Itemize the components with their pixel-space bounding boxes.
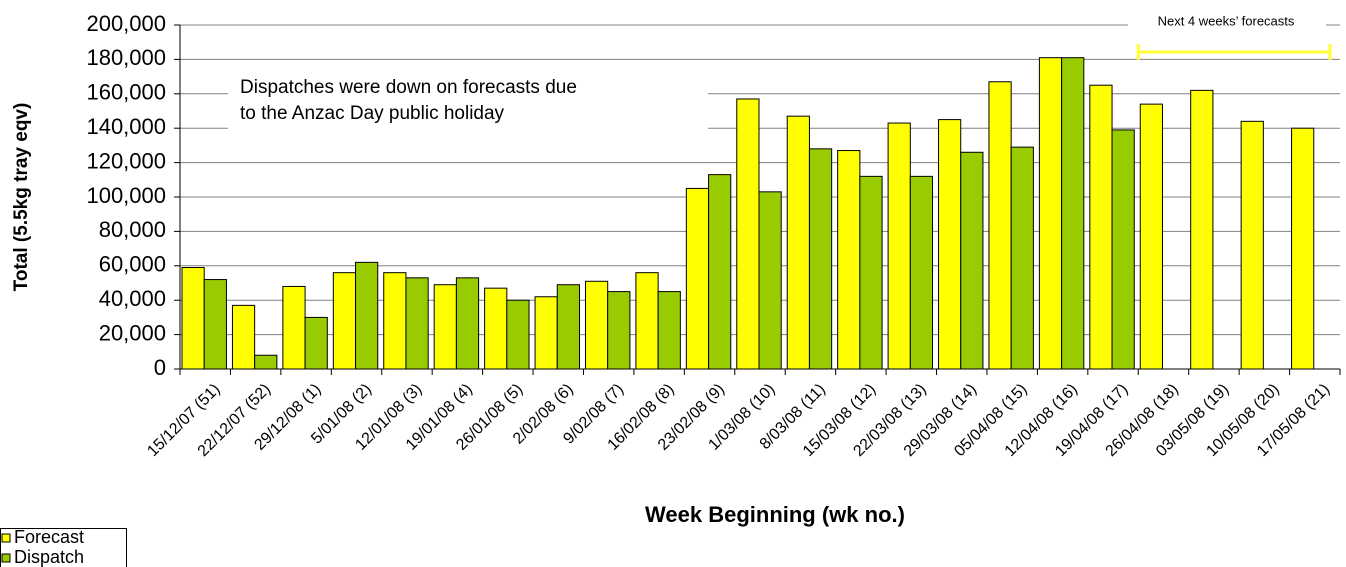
bar <box>758 191 782 370</box>
bar <box>859 175 883 370</box>
y-tick-label: 140,000 <box>86 114 166 139</box>
y-tick-label: 100,000 <box>86 183 166 208</box>
bar <box>332 272 357 370</box>
bar <box>1089 84 1113 370</box>
bar <box>909 175 934 370</box>
legend-label: Dispatch <box>14 547 84 567</box>
bar <box>231 304 256 370</box>
y-tick-label: 20,000 <box>99 320 166 345</box>
bar <box>938 119 962 370</box>
bar <box>181 267 205 370</box>
bar <box>685 187 710 370</box>
bar <box>657 291 681 370</box>
y-tick-label: 40,000 <box>99 286 166 311</box>
bar <box>455 277 480 370</box>
bar <box>433 284 457 370</box>
legend-label: Forecast <box>14 527 84 547</box>
bar <box>786 115 810 370</box>
bar <box>736 98 760 370</box>
bracket-box <box>1128 10 1326 42</box>
bar <box>607 291 631 370</box>
y-axis-label: Total (5.5kg tray eqv) <box>11 103 32 292</box>
bar <box>808 148 833 370</box>
bracket-label: Next 4 weeks’ forecasts <box>1158 13 1295 28</box>
x-axis-label: Week Beginning (wk no.) <box>645 502 905 527</box>
bar <box>355 261 379 370</box>
annotation-box <box>228 72 708 130</box>
bar <box>708 174 732 370</box>
bar <box>1010 146 1034 370</box>
y-tick-label: 80,000 <box>99 217 166 242</box>
bar <box>584 280 609 370</box>
bar <box>534 296 558 370</box>
bar <box>1139 103 1163 370</box>
legend-box <box>0 528 127 567</box>
y-tick-label: 200,000 <box>86 11 166 36</box>
bar <box>203 279 227 370</box>
bar <box>635 272 659 370</box>
y-tick-label: 180,000 <box>86 45 166 70</box>
bar <box>1190 89 1214 370</box>
bar <box>960 151 984 370</box>
bar <box>1291 127 1315 370</box>
bar <box>484 287 508 370</box>
bar <box>837 150 861 370</box>
legend-swatch <box>1 533 11 543</box>
bar <box>383 272 407 370</box>
y-tick-label: 120,000 <box>86 148 166 173</box>
y-tick-label: 0 <box>154 355 166 380</box>
bar <box>1111 129 1135 370</box>
annotation: to the Anzac Day public holiday <box>240 103 505 124</box>
annotation: Dispatches were down on forecasts due <box>240 77 577 98</box>
bar <box>254 354 278 370</box>
legend-swatch <box>1 553 11 563</box>
bar <box>282 285 306 370</box>
bar <box>506 299 530 370</box>
bar <box>887 122 911 370</box>
bar <box>304 316 328 370</box>
y-tick-label: 60,000 <box>99 252 166 277</box>
bar <box>556 284 580 370</box>
y-tick-label: 160,000 <box>86 80 166 105</box>
bar <box>988 81 1012 370</box>
bar <box>1038 57 1063 370</box>
bar <box>405 277 429 370</box>
bar <box>1061 57 1085 370</box>
bar <box>1240 120 1264 370</box>
